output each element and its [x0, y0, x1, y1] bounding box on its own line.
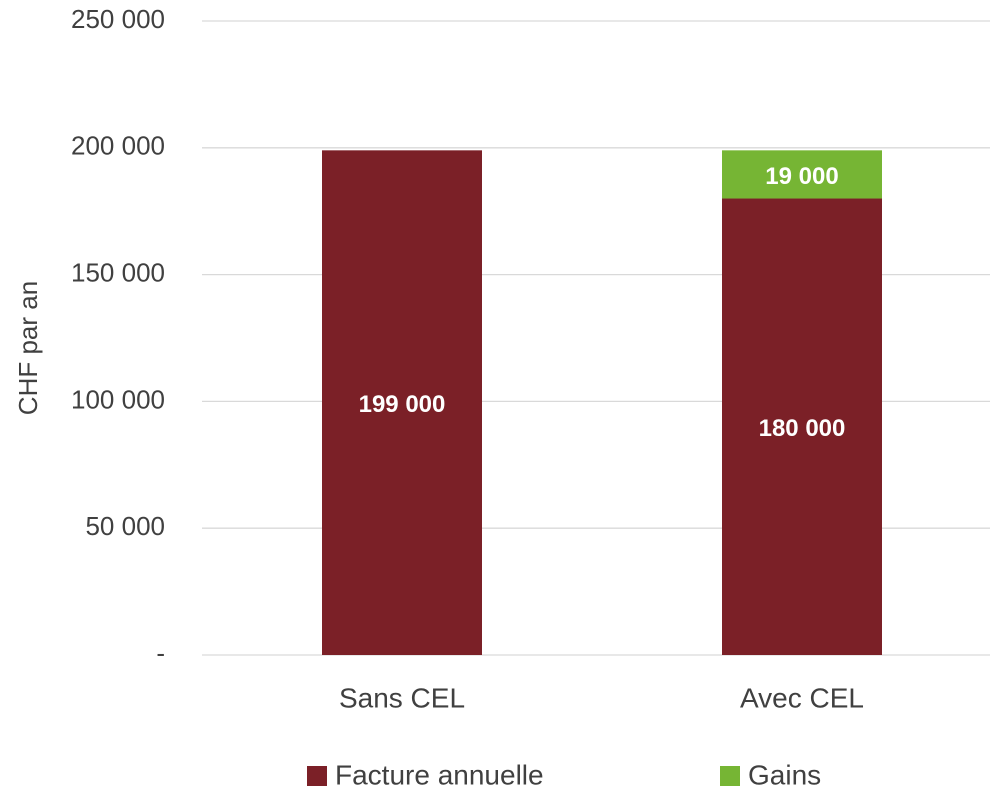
bar-segment: [722, 198, 882, 655]
legend-swatch: [307, 766, 327, 786]
y-tick-label: 50 000: [85, 511, 165, 541]
y-axis-label: CHF par an: [13, 281, 43, 415]
y-tick-label: 100 000: [71, 384, 165, 414]
y-tick-label: -: [156, 638, 165, 668]
data-label: 19 000: [765, 163, 838, 190]
y-tick-label: 250 000: [71, 4, 165, 34]
legend-label: Facture annuelle: [335, 759, 544, 790]
x-tick-label: Avec CEL: [740, 682, 864, 713]
bar-segment: [322, 150, 482, 655]
x-tick-label: Sans CEL: [339, 682, 465, 713]
bar-segment: [722, 150, 882, 199]
y-tick-label: 150 000: [71, 257, 165, 287]
y-tick-label: 200 000: [71, 131, 165, 161]
legend-swatch: [720, 766, 740, 786]
legend-label: Gains: [748, 759, 821, 790]
data-label: 180 000: [759, 415, 846, 442]
data-label: 199 000: [359, 391, 446, 418]
